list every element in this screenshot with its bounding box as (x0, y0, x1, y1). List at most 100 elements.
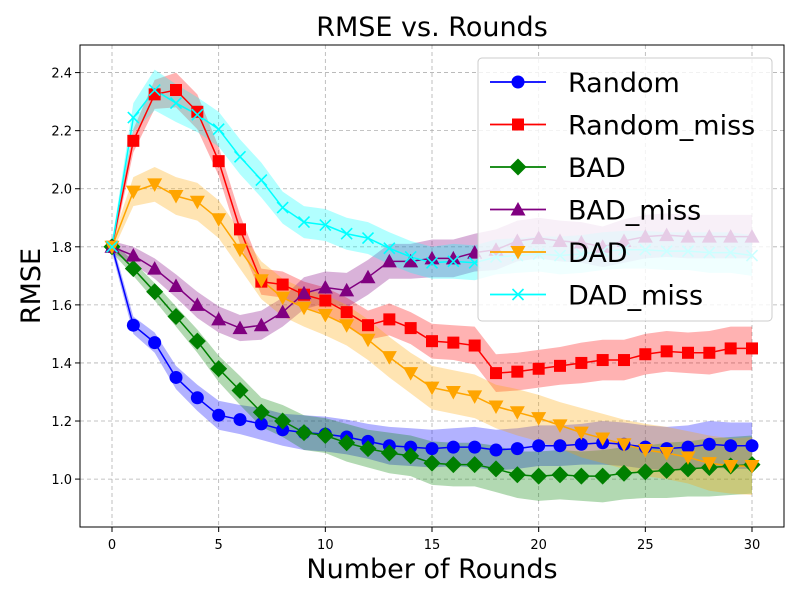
marker-bad-miss (424, 250, 440, 265)
marker-dad (232, 243, 248, 258)
marker-bad (124, 260, 142, 278)
legend-label: Random (568, 68, 680, 99)
marker-random (468, 440, 482, 454)
marker-dad (339, 319, 355, 333)
marker-random-miss (511, 365, 524, 378)
marker-bad (444, 456, 462, 474)
legend-item-random-miss: Random_miss (490, 111, 755, 142)
y-axis: 1.0 1.2 1.4 1.6 1.8 2.0 2.2 2.4 (51, 67, 80, 488)
marker-dad (701, 457, 717, 471)
marker-dad (296, 301, 312, 316)
marker-dad (125, 185, 141, 200)
legend: Random Random_miss BAD BAD_miss DAD DAD_miss (477, 57, 773, 322)
marker-random-miss (746, 342, 758, 355)
marker-bad (508, 466, 526, 484)
marker-bad (380, 444, 398, 462)
marker-bad (167, 307, 185, 325)
marker-dad (573, 426, 589, 441)
x-axis: 0 5 10 15 20 25 30 (108, 527, 760, 553)
legend-item-random: Random (490, 68, 680, 99)
marker-bad-miss (189, 297, 205, 311)
marker-bad-miss (339, 282, 355, 297)
y-tick-label: 1.2 (51, 415, 72, 430)
marker-bad (530, 467, 548, 485)
marker-dad-miss (169, 97, 183, 110)
marker-dad (381, 351, 397, 365)
marker-random (212, 408, 226, 422)
marker-random-miss (383, 313, 396, 326)
marker-legend-dad (510, 246, 526, 260)
marker-bad (146, 283, 164, 301)
marker-dad-miss (383, 242, 396, 255)
marker-bad-miss (296, 285, 312, 300)
marker-dad (488, 400, 504, 414)
marker-random-miss (234, 223, 246, 236)
marker-random (574, 437, 588, 451)
marker-bad (594, 467, 612, 485)
y-tick-label: 1.8 (51, 241, 72, 256)
marker-bad (615, 464, 633, 482)
legend-item-bad-miss: BAD_miss (490, 196, 701, 227)
marker-bad (679, 460, 697, 478)
marker-dad (680, 451, 696, 465)
marker-bad (252, 403, 270, 421)
legend-label: DAD (568, 238, 628, 269)
marker-bad-miss (232, 320, 248, 335)
marker-random-miss (554, 359, 566, 372)
marker-dad (637, 444, 653, 458)
band-dad (112, 166, 752, 496)
marker-bad (658, 461, 676, 479)
marker-random (745, 439, 759, 453)
marker-bad-miss (147, 261, 163, 275)
legend-item-dad-miss: DAD_miss (490, 281, 703, 312)
marker-random-miss (340, 306, 353, 319)
marker-random-miss (660, 345, 673, 358)
marker-random-miss (426, 335, 438, 348)
marker-dad-miss (127, 111, 140, 124)
marker-dad (147, 178, 163, 192)
marker-bad-miss (253, 317, 269, 332)
marker-random-miss (319, 294, 332, 307)
marker-dad-miss (425, 256, 439, 269)
legend-label: BAD_miss (568, 196, 701, 227)
marker-legend-dad-miss (511, 288, 525, 301)
marker-random (702, 437, 716, 451)
marker-random-miss (191, 105, 204, 118)
marker-bad (188, 332, 206, 350)
marker-bad (231, 382, 249, 400)
marker-random (532, 439, 546, 453)
marker-bad-miss (360, 269, 376, 284)
marker-dad (723, 460, 739, 474)
marker-dad-miss (212, 123, 225, 136)
legend-item-bad: BAD (490, 153, 626, 184)
marker-bad (316, 427, 334, 445)
markers-random-miss (106, 84, 758, 380)
marker-random (510, 442, 524, 456)
marker-random-miss (468, 339, 481, 352)
marker-legend-bad-miss (510, 202, 526, 216)
y-tick-label: 1.0 (51, 473, 72, 488)
marker-dad-miss (361, 232, 375, 245)
marker-dad-miss (297, 216, 311, 229)
chart-title: RMSE vs. Rounds (316, 12, 548, 43)
marker-bad (210, 360, 228, 378)
marker-bad (423, 454, 441, 472)
marker-random (276, 423, 290, 437)
marker-bad-miss (211, 311, 227, 326)
marker-dad (445, 385, 461, 400)
marker-bad (551, 466, 569, 484)
marker-dad (552, 419, 568, 433)
marker-random (489, 443, 503, 457)
marker-bad-miss (168, 278, 184, 292)
marker-random-miss (682, 346, 694, 359)
marker-bad-miss (403, 253, 419, 268)
markers-dad (104, 178, 760, 474)
marker-random-miss (127, 134, 140, 147)
marker-dad-miss (447, 255, 460, 268)
marker-random-miss (362, 319, 374, 332)
marker-random (724, 439, 738, 453)
x-tick-label: 30 (744, 538, 761, 553)
marker-dad-miss (340, 227, 353, 240)
marker-dad (424, 381, 440, 396)
marker-dad (403, 367, 419, 381)
